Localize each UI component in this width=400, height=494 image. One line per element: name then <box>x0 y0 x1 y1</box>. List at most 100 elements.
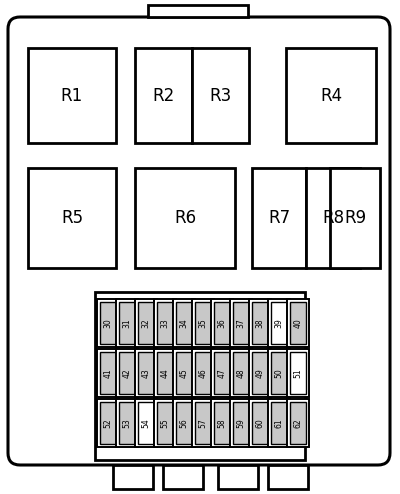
Bar <box>230 349 252 397</box>
Bar <box>119 302 135 344</box>
Text: R6: R6 <box>174 209 196 227</box>
Text: 34: 34 <box>180 318 188 328</box>
Bar <box>230 299 252 347</box>
Bar <box>97 399 119 447</box>
Bar <box>157 402 173 444</box>
Bar <box>154 299 176 347</box>
Text: 56: 56 <box>180 418 188 428</box>
Bar <box>148 5 248 17</box>
Bar <box>268 299 290 347</box>
Text: 47: 47 <box>218 368 226 378</box>
Bar <box>268 399 290 447</box>
Text: R9: R9 <box>344 209 366 227</box>
Text: 45: 45 <box>180 368 188 378</box>
Bar <box>138 352 154 394</box>
Text: 60: 60 <box>256 418 264 428</box>
Text: R5: R5 <box>61 209 83 227</box>
Text: 30: 30 <box>104 318 112 328</box>
Bar <box>119 402 135 444</box>
Bar <box>218 465 258 489</box>
Bar <box>28 168 116 268</box>
Bar <box>249 299 271 347</box>
Text: 48: 48 <box>236 368 246 378</box>
Bar <box>138 402 154 444</box>
Bar <box>249 349 271 397</box>
Bar <box>287 349 309 397</box>
Bar <box>100 302 116 344</box>
Bar <box>271 302 287 344</box>
Bar <box>195 402 211 444</box>
Bar <box>211 299 233 347</box>
Bar <box>176 352 192 394</box>
Bar <box>287 399 309 447</box>
Bar <box>119 352 135 394</box>
Bar <box>211 399 233 447</box>
Bar <box>95 292 305 460</box>
Text: R2: R2 <box>152 86 175 105</box>
Bar <box>116 299 138 347</box>
Text: 46: 46 <box>198 368 208 378</box>
Text: 55: 55 <box>160 418 170 428</box>
Text: 31: 31 <box>122 318 132 328</box>
Bar <box>97 349 119 397</box>
Bar <box>100 352 116 394</box>
Text: 37: 37 <box>236 318 246 328</box>
Text: 52: 52 <box>104 418 112 428</box>
Text: 39: 39 <box>274 318 284 328</box>
Text: 36: 36 <box>218 318 226 328</box>
Bar <box>192 299 214 347</box>
Bar <box>163 465 203 489</box>
Text: 44: 44 <box>160 368 170 378</box>
Bar <box>211 349 233 397</box>
Bar <box>330 168 380 268</box>
Bar <box>154 399 176 447</box>
Bar <box>252 302 268 344</box>
Bar <box>271 402 287 444</box>
Bar <box>214 352 230 394</box>
Bar <box>286 48 376 143</box>
Bar <box>192 399 214 447</box>
Bar <box>233 352 249 394</box>
Bar <box>290 352 306 394</box>
Text: 40: 40 <box>294 318 302 328</box>
Text: 42: 42 <box>122 368 132 378</box>
Text: 61: 61 <box>274 418 284 428</box>
Bar <box>97 299 119 347</box>
Text: 54: 54 <box>142 418 150 428</box>
Bar <box>195 302 211 344</box>
Bar <box>271 352 287 394</box>
Bar <box>173 299 195 347</box>
Text: 35: 35 <box>198 318 208 328</box>
Bar <box>135 299 157 347</box>
Bar <box>157 352 173 394</box>
Bar <box>28 48 116 143</box>
Text: 32: 32 <box>142 318 150 328</box>
Text: 49: 49 <box>256 368 264 378</box>
Text: 62: 62 <box>294 418 302 428</box>
Bar <box>214 302 230 344</box>
Bar <box>252 168 306 268</box>
Bar <box>233 302 249 344</box>
Text: R8: R8 <box>322 209 344 227</box>
Bar <box>192 349 214 397</box>
Text: 53: 53 <box>122 418 132 428</box>
Bar <box>135 399 157 447</box>
Bar <box>290 402 306 444</box>
Text: 58: 58 <box>218 418 226 428</box>
Bar <box>135 349 157 397</box>
Bar <box>268 465 308 489</box>
Text: 50: 50 <box>274 368 284 378</box>
Text: 51: 51 <box>294 368 302 378</box>
Bar <box>214 402 230 444</box>
Bar <box>100 402 116 444</box>
Bar <box>113 465 153 489</box>
Bar <box>233 402 249 444</box>
Text: R4: R4 <box>320 86 342 105</box>
Bar <box>290 302 306 344</box>
Bar <box>173 399 195 447</box>
Text: 33: 33 <box>160 318 170 328</box>
Bar <box>268 349 290 397</box>
Text: 41: 41 <box>104 368 112 378</box>
Bar <box>135 168 235 268</box>
Text: R3: R3 <box>209 86 232 105</box>
